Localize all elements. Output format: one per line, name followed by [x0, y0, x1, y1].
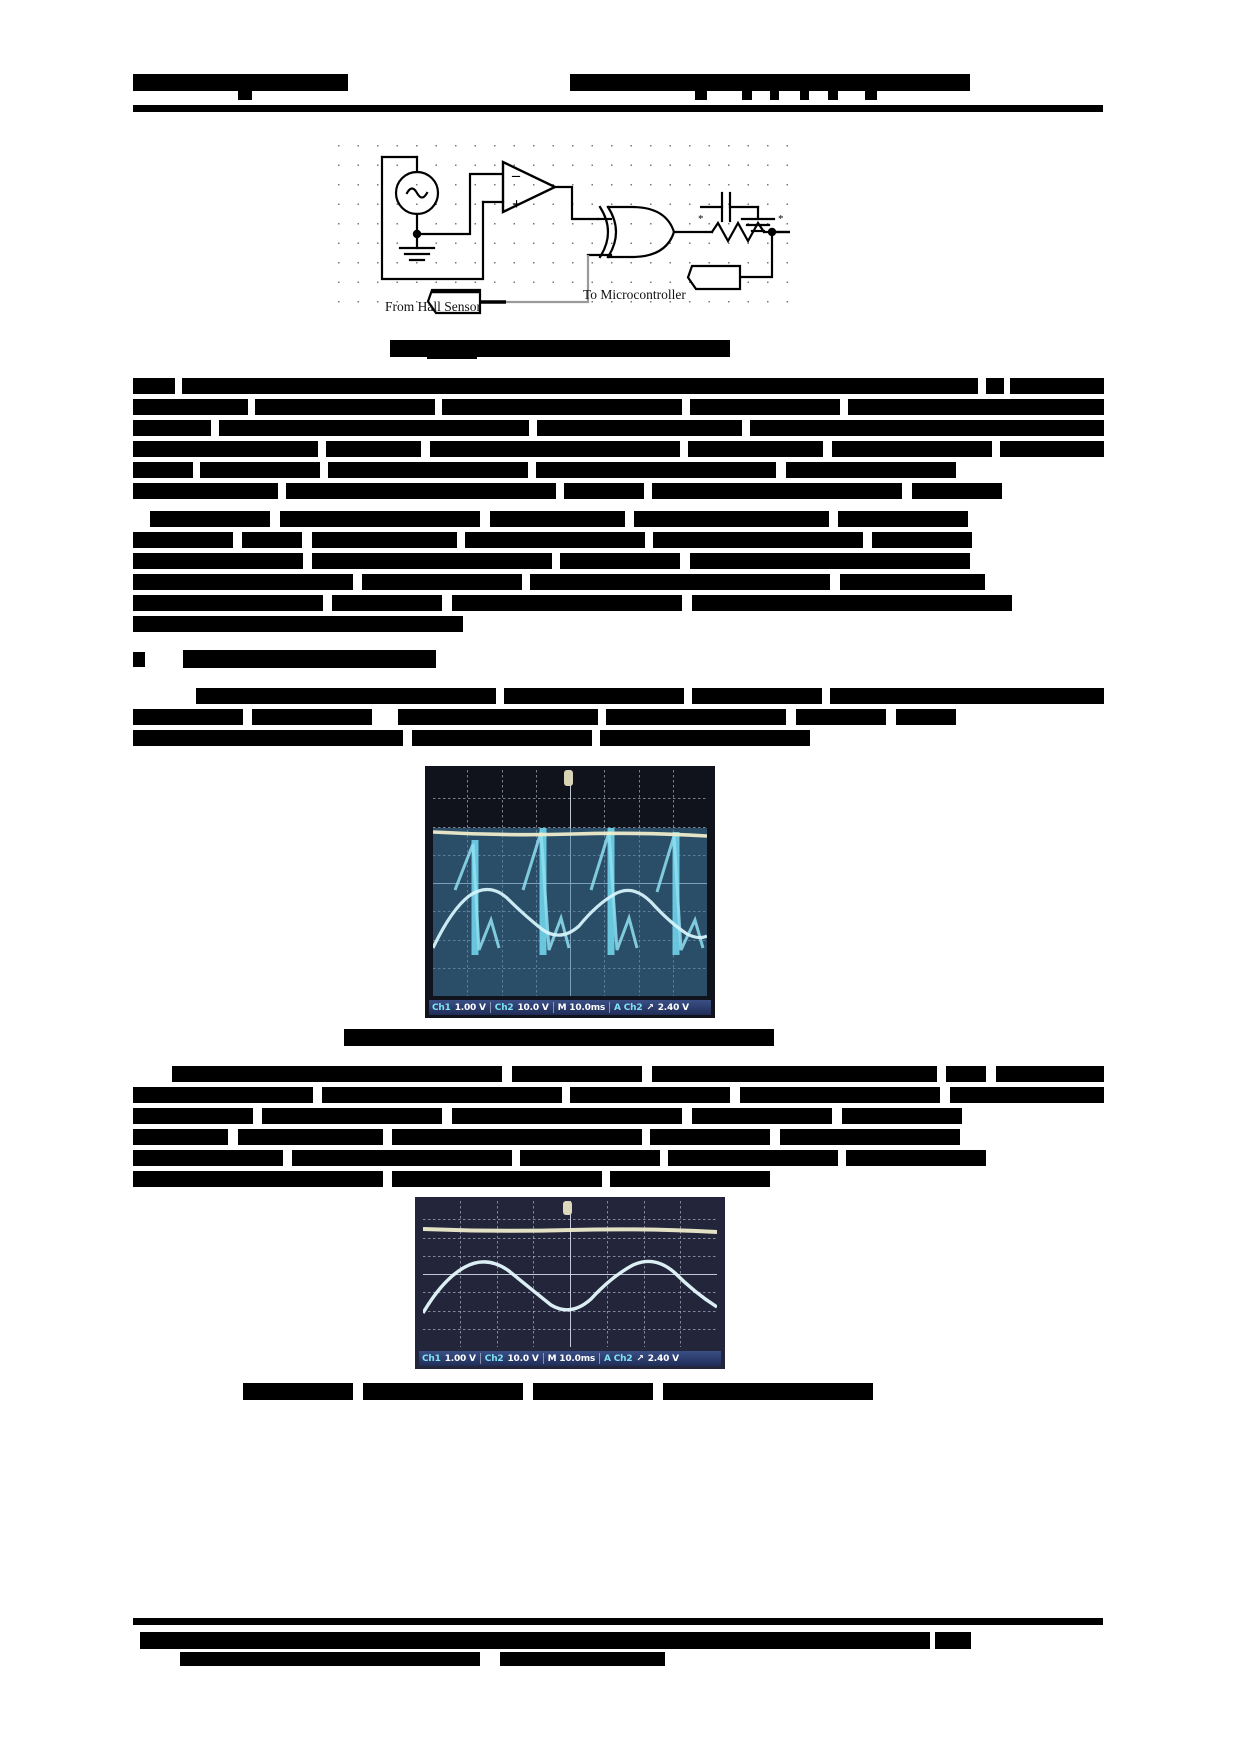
- scope2-trigger-source: A Ch2: [604, 1353, 633, 1364]
- scope1-traces: [433, 770, 707, 996]
- scope2-status-bar: Ch1 1.00 V Ch2 10.0 V M 10.0ms A Ch2 ↗ 2…: [419, 1351, 721, 1366]
- label-to-microcontroller: To Microcontroller: [583, 287, 686, 302]
- scope1-separator-3: [609, 1002, 611, 1013]
- header-right-mark-4: [800, 91, 809, 100]
- figure-schematic-caption-redacted: [390, 340, 730, 357]
- scope2-traces: [423, 1201, 717, 1314]
- label-from-hall-sensor: From Hall Sensor: [385, 299, 481, 314]
- header-right-mark-3: [770, 91, 779, 100]
- header-right-text-redacted: [570, 74, 970, 91]
- scope1-timebase: M 10.0ms: [557, 1002, 606, 1013]
- figure-scope-1-caption-redacted: [344, 1029, 774, 1046]
- junction-dot-source: [412, 229, 422, 239]
- scope1-graticule: [433, 770, 707, 996]
- footer-line-2-redacted-a: [180, 1652, 480, 1666]
- scope2-separator-2: [542, 1353, 544, 1364]
- scope2-trigger-slope-icon: ↗: [636, 1353, 644, 1364]
- opamp-plus-label: +: [512, 196, 521, 213]
- schematic-right-section: [770, 230, 790, 234]
- scope1-trigger-slope-icon: ↗: [646, 1002, 654, 1013]
- figure-oscilloscope-2: Ch1 1.00 V Ch2 10.0 V M 10.0ms A Ch2 ↗ 2…: [415, 1197, 725, 1369]
- figure-scope-2-caption-redacted-1: [243, 1383, 353, 1400]
- header-left-subtext-redacted: [238, 91, 252, 100]
- scope2-ch2-scale: 10.0 V: [507, 1353, 539, 1364]
- footer-rule: [133, 1618, 1103, 1625]
- scope1-trigger-source: A Ch2: [614, 1002, 643, 1013]
- scope1-ch2-label: Ch2: [494, 1002, 514, 1013]
- footer-line-2-redacted-b: [500, 1652, 665, 1666]
- figure-schematic: – + * *: [320, 127, 790, 320]
- header-left-text-redacted: [133, 74, 348, 91]
- footer-line-1-redacted: [140, 1632, 930, 1649]
- header-rule: [133, 105, 1103, 112]
- header-right-mark-6: [865, 91, 877, 100]
- scope2-ch1-scale: 1.00 V: [444, 1353, 476, 1364]
- scope2-ch1-label: Ch1: [422, 1353, 441, 1364]
- section-title-redacted: [183, 650, 436, 668]
- schematic-capacitor-ground: [700, 191, 776, 233]
- header-right-mark-5: [828, 91, 838, 100]
- opamp-minus-label: –: [511, 167, 521, 184]
- header-right-mark-1: [695, 91, 707, 100]
- connector-microcontroller: [686, 264, 742, 291]
- scope2-separator-1: [479, 1353, 481, 1364]
- figure-oscilloscope-1: Ch1 1.00 V Ch2 10.0 V M 10.0ms A Ch2 ↗ 2…: [425, 766, 715, 1018]
- scope1-separator-2: [552, 1002, 554, 1013]
- scope1-separator-1: [489, 1002, 491, 1013]
- net-label-a: *: [698, 213, 704, 225]
- schematic-drawing: – + * *: [380, 155, 790, 315]
- figure-scope-2-caption-redacted-4: [663, 1383, 873, 1400]
- scope2-timebase: M 10.0ms: [547, 1353, 596, 1364]
- figure-scope-2-caption-redacted-2: [363, 1383, 523, 1400]
- scope2-trigger-level: 2.40 V: [647, 1353, 679, 1364]
- scope2-graticule: [423, 1201, 717, 1347]
- net-label-b: *: [778, 213, 784, 225]
- scope2-separator-3: [599, 1353, 601, 1364]
- footer-page-number-redacted: [935, 1632, 971, 1649]
- scope1-trigger-level: 2.40 V: [657, 1002, 689, 1013]
- figure-schematic-caption-redacted-2: [427, 353, 477, 359]
- scope1-ch1-label: Ch1: [432, 1002, 451, 1013]
- scope1-ch2-scale: 10.0 V: [517, 1002, 549, 1013]
- scope2-ch2-label: Ch2: [484, 1353, 504, 1364]
- scope1-ch1-scale: 1.00 V: [454, 1002, 486, 1013]
- scope1-status-bar: Ch1 1.00 V Ch2 10.0 V M 10.0ms A Ch2 ↗ 2…: [429, 1000, 711, 1015]
- header-right-mark-2: [742, 91, 752, 100]
- connector-hall-sensor: [426, 255, 590, 315]
- figure-scope-2-caption-redacted-3: [533, 1383, 653, 1400]
- section-number-redacted: [133, 652, 145, 667]
